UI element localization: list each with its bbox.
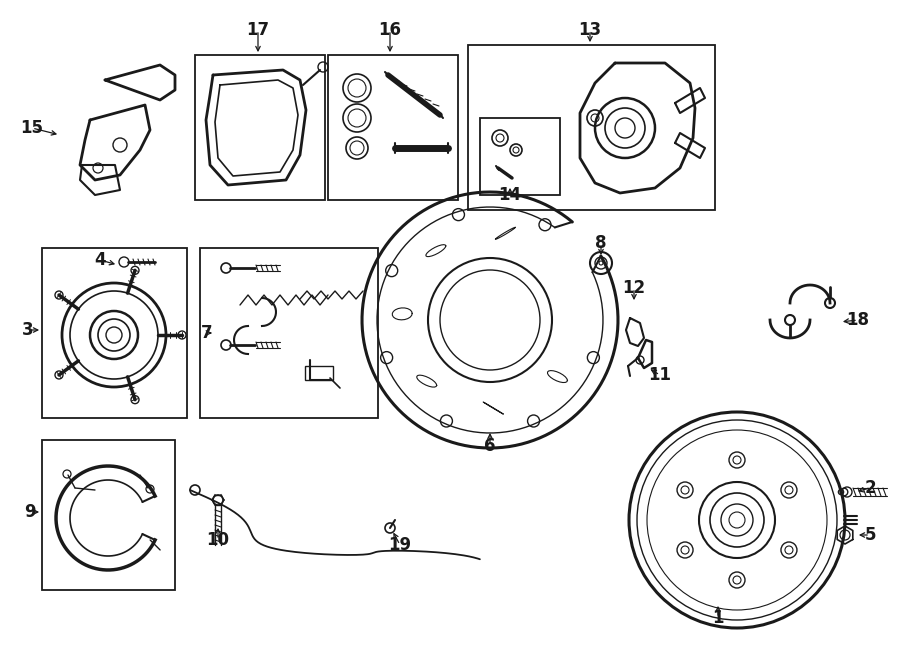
Bar — [305, 366, 333, 380]
Text: 3: 3 — [22, 321, 34, 339]
Text: 2: 2 — [864, 479, 876, 497]
Text: 11: 11 — [649, 366, 671, 384]
Bar — [42, 248, 187, 418]
Bar — [195, 55, 325, 200]
Bar — [468, 45, 715, 210]
Bar — [328, 55, 458, 200]
Text: 7: 7 — [202, 324, 212, 342]
Text: 10: 10 — [206, 531, 230, 549]
Text: 12: 12 — [623, 279, 645, 297]
Text: 5: 5 — [864, 526, 876, 544]
Text: 13: 13 — [579, 21, 601, 39]
Text: 19: 19 — [389, 536, 411, 554]
Bar — [480, 118, 560, 195]
Bar — [42, 440, 175, 590]
Bar — [200, 248, 378, 418]
Text: 14: 14 — [499, 186, 522, 204]
Text: 15: 15 — [21, 119, 43, 137]
Text: 9: 9 — [24, 503, 36, 521]
Text: 8: 8 — [595, 234, 607, 252]
Text: 16: 16 — [379, 21, 401, 39]
Text: 17: 17 — [247, 21, 270, 39]
Text: 4: 4 — [94, 251, 106, 269]
Text: 18: 18 — [847, 311, 869, 329]
Text: 6: 6 — [484, 437, 496, 455]
Text: 1: 1 — [712, 609, 724, 627]
